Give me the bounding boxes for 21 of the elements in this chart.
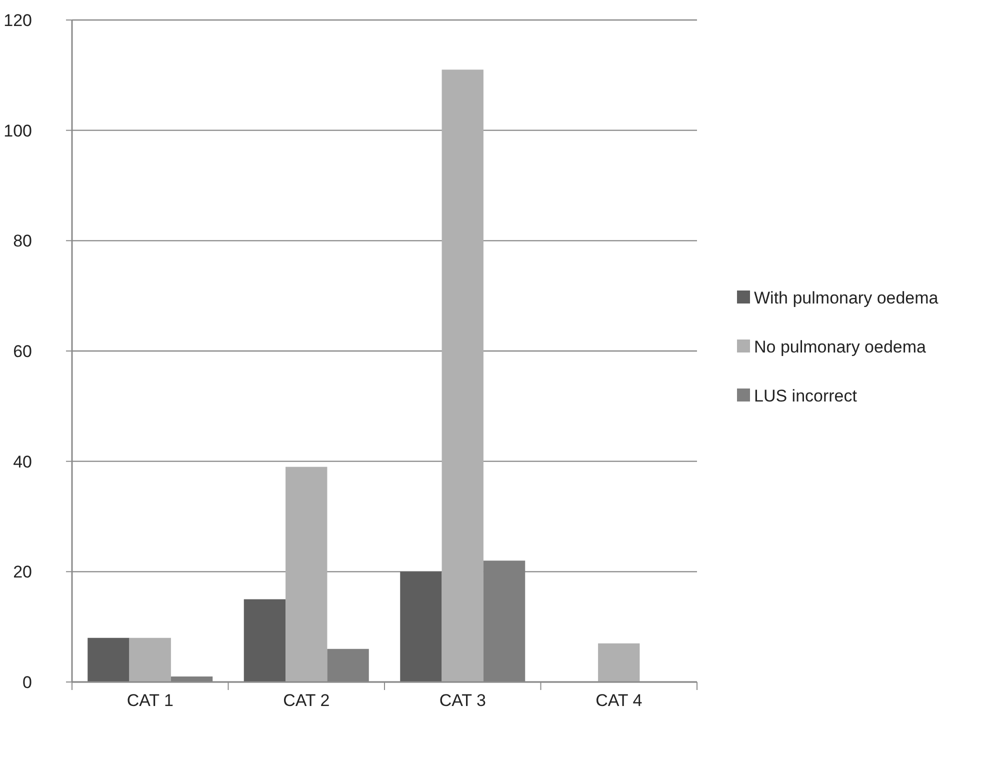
- bar: [442, 70, 484, 682]
- bar: [400, 572, 442, 682]
- y-tick-label: 120: [4, 10, 32, 30]
- x-tick-label: CAT 3: [439, 691, 486, 710]
- y-tick-label: 100: [4, 121, 32, 140]
- x-tick-label: CAT 4: [596, 691, 642, 710]
- bar: [244, 599, 286, 682]
- x-tick-label: CAT 2: [283, 691, 330, 710]
- legend-label: LUS incorrect: [754, 386, 858, 406]
- legend-label: No pulmonary oedema: [754, 337, 927, 356]
- bar: [286, 466, 328, 682]
- y-tick-label: 0: [22, 672, 32, 692]
- y-tick-label: 60: [13, 342, 32, 361]
- bar: [598, 643, 640, 682]
- y-tick-label: 40: [13, 452, 32, 472]
- x-tick-label: CAT 1: [126, 691, 174, 710]
- y-tick-label: 80: [13, 232, 32, 251]
- bar: [88, 638, 130, 682]
- legend-label: With pulmonary oedema: [754, 288, 939, 308]
- bar: [129, 638, 171, 682]
- y-tick-label: 20: [13, 562, 32, 582]
